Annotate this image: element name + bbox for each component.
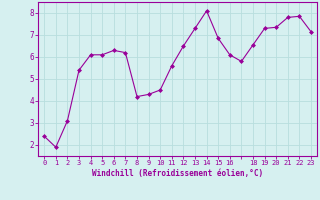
X-axis label: Windchill (Refroidissement éolien,°C): Windchill (Refroidissement éolien,°C) — [92, 169, 263, 178]
